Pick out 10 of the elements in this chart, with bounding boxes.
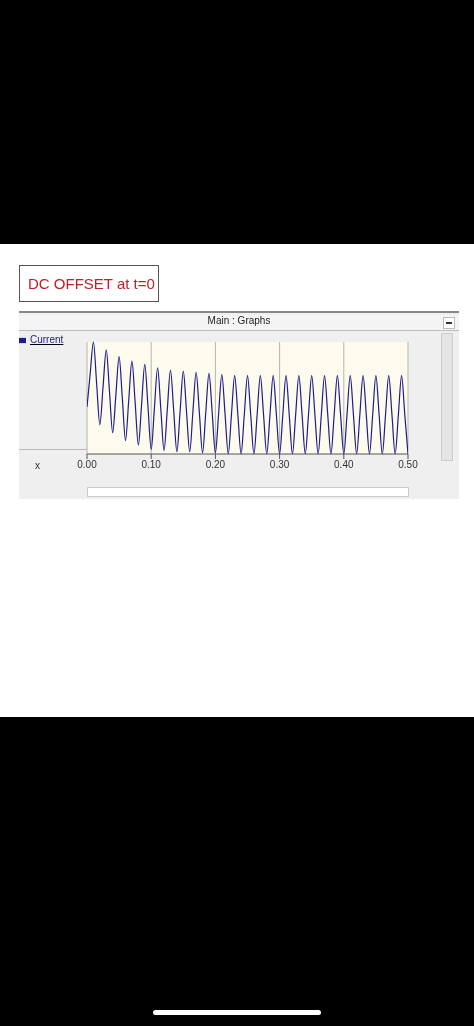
text: x	[35, 460, 40, 471]
chart-title: DC OFFSET at t=0	[19, 265, 159, 302]
x-tick-label: 0.40	[334, 459, 354, 471]
chart-subtitle: Main : Graphs	[19, 315, 459, 331]
x-tick-label: 0.50	[398, 459, 419, 471]
x-tick-label: 0.00	[77, 459, 98, 471]
x-tick-label: 0.10	[141, 459, 162, 471]
x-tick-label: 0.30	[269, 459, 290, 471]
legend-label: Current	[30, 334, 64, 345]
x-tick-label: 0.20	[205, 459, 226, 471]
